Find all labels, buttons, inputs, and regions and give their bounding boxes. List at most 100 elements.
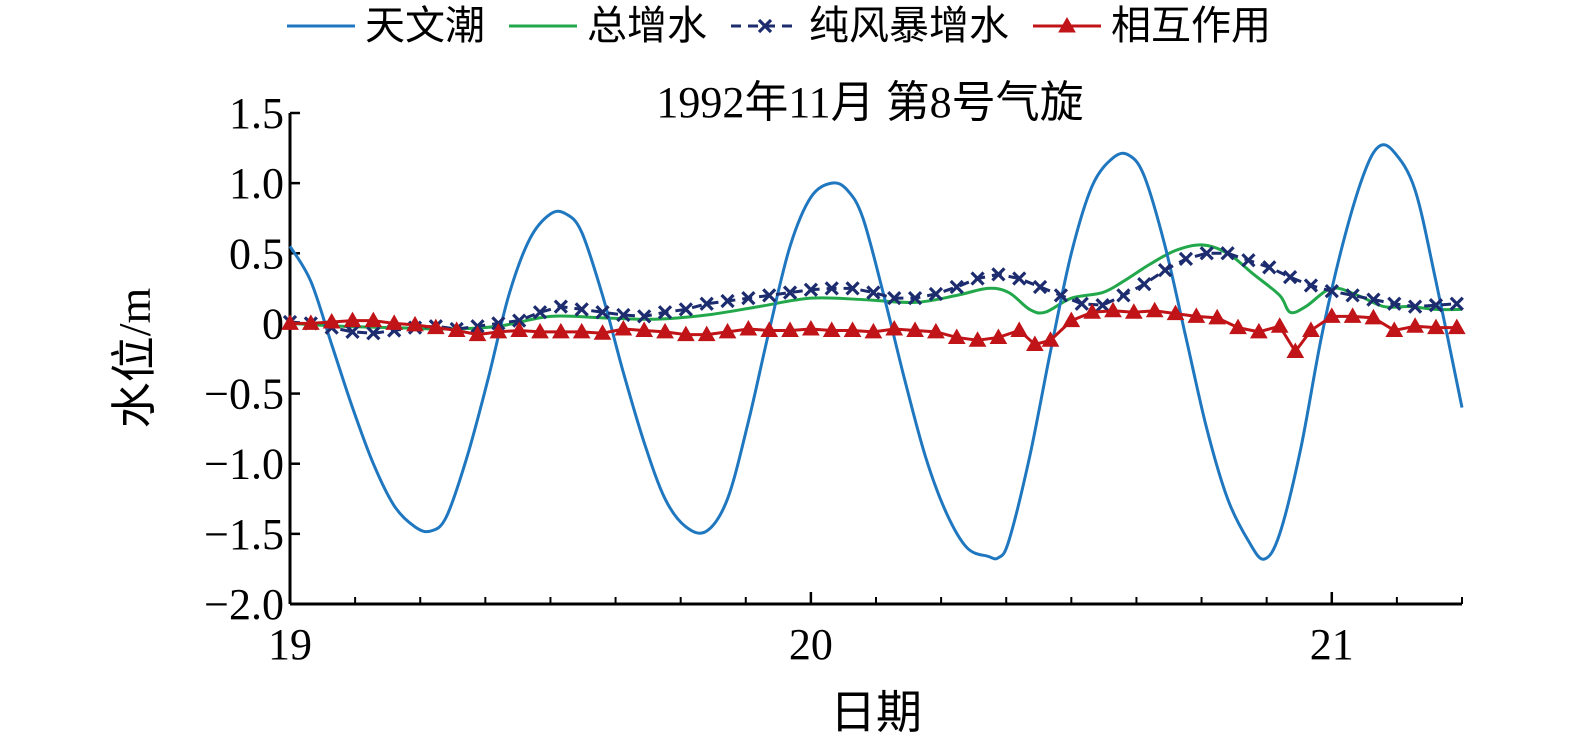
- data-point: [906, 321, 924, 337]
- data-point: [489, 322, 508, 339]
- data-point: [532, 305, 548, 320]
- series-line-总增水: [289, 243, 1463, 331]
- x-axis: 19 20 21: [268, 592, 1463, 669]
- data-point: [1345, 288, 1360, 303]
- data-point: [1229, 318, 1247, 335]
- data-point: [656, 322, 674, 339]
- data-point: [531, 322, 549, 339]
- data-point: [1157, 262, 1173, 278]
- data-point: [781, 321, 799, 337]
- data-point: [1302, 321, 1320, 337]
- data-point: [1249, 322, 1268, 339]
- data-point: [739, 320, 758, 336]
- data-point: [1074, 296, 1089, 311]
- data-point: [1428, 298, 1444, 313]
- data-point: [1124, 303, 1143, 319]
- data-point: [887, 291, 902, 306]
- y-tick-label: 0.5: [229, 229, 284, 278]
- legend-item-天文潮: 天文潮: [285, 6, 485, 46]
- data-point: [1449, 296, 1464, 311]
- data-point: [928, 286, 944, 302]
- legend-marker: [757, 18, 773, 34]
- data-point: [1095, 298, 1110, 313]
- y-tick-label: −1.0: [204, 440, 284, 489]
- data-point: [678, 302, 694, 317]
- data-point: [1270, 317, 1289, 333]
- data-point: [572, 322, 591, 339]
- data-point: [1166, 304, 1185, 321]
- data-point: [1303, 278, 1319, 293]
- data-point: [1208, 308, 1227, 325]
- data-point: [614, 320, 633, 336]
- data-point: [447, 321, 466, 337]
- data-point: [1053, 288, 1069, 303]
- data-point: [1406, 317, 1424, 333]
- data-point: [1343, 307, 1362, 323]
- y-tick-label: 1.0: [229, 159, 284, 208]
- data-point: [782, 285, 798, 300]
- data-point: [593, 324, 612, 340]
- data-point: [1178, 251, 1194, 267]
- data-point: [741, 291, 756, 306]
- data-point: [301, 314, 320, 330]
- data-point: [864, 322, 883, 339]
- series-line-天文潮: [288, 143, 1464, 561]
- data-point: [552, 322, 570, 339]
- data-point: [970, 271, 985, 286]
- data-point: [364, 311, 383, 328]
- data-point: [1387, 296, 1402, 311]
- y-axis-label: 水位/m: [109, 288, 160, 429]
- data-point: [343, 311, 362, 328]
- data-point: [1041, 331, 1060, 347]
- data-point: [1116, 288, 1131, 303]
- legend-label: 纯风暴增水: [809, 3, 1009, 49]
- data-point: [866, 285, 881, 300]
- data-point: [843, 321, 862, 337]
- data-point: [510, 321, 529, 337]
- x-axis-label: 日期: [830, 687, 922, 738]
- series-天文潮: [288, 143, 1464, 561]
- data-point: [635, 321, 654, 337]
- data-point: [699, 296, 714, 311]
- data-point: [1322, 307, 1341, 323]
- data-point: [927, 322, 945, 339]
- legend-item-总增水: 总增水: [507, 6, 707, 46]
- data-point: [1427, 318, 1445, 335]
- legend-label: 天文潮: [365, 3, 485, 49]
- data-point: [1032, 279, 1048, 295]
- legend-swatch: [731, 18, 799, 34]
- y-tick-label: 1.5: [229, 89, 284, 138]
- data-point: [718, 322, 737, 339]
- data-point: [426, 318, 445, 335]
- data-point: [616, 307, 631, 323]
- data-point: [1199, 246, 1214, 261]
- data-point: [1366, 292, 1381, 307]
- data-point: [574, 302, 589, 317]
- data-point: [991, 267, 1006, 282]
- data-point: [1282, 270, 1298, 285]
- data-point: [1262, 260, 1277, 275]
- series-总增水: [289, 243, 1463, 331]
- data-point: [468, 325, 487, 342]
- legend-label: 相互作用: [1111, 3, 1271, 49]
- data-point: [1324, 284, 1339, 299]
- x-ticks: 19 20 21: [268, 592, 1463, 669]
- y-axis: 1.5 1.0 0.5 0 −0.5 −1.0 −1.5 −2.0: [204, 89, 300, 629]
- data-point: [657, 305, 673, 320]
- x-tick-label: 20: [789, 620, 833, 669]
- data-point: [697, 325, 716, 342]
- data-point: [1137, 277, 1152, 292]
- data-point: [1145, 301, 1164, 318]
- data-point: [947, 328, 966, 344]
- legend-label: 总增水: [587, 3, 707, 49]
- data-point: [1062, 311, 1081, 328]
- data-point: [1220, 246, 1235, 261]
- data-point: [1241, 253, 1256, 268]
- y-tick-label: −2.0: [204, 580, 284, 629]
- series-纯风暴增水: [282, 246, 1464, 341]
- data-point: [1364, 308, 1383, 325]
- data-point: [968, 331, 987, 347]
- legend-swatch: [509, 24, 577, 28]
- data-point: [637, 309, 652, 324]
- legend-marker: [1058, 16, 1076, 33]
